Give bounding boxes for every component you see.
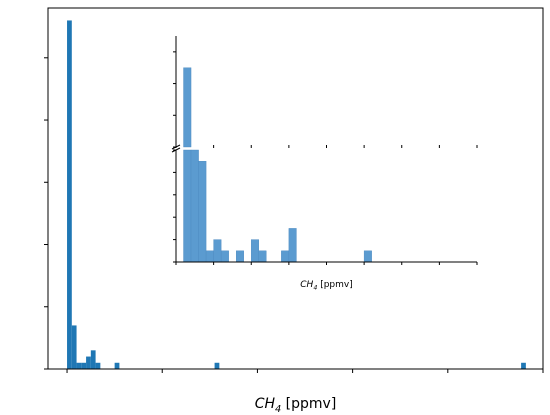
histogram-bar: [220, 250, 229, 263]
histogram-bar: [521, 362, 526, 369]
histogram-bar: [90, 350, 96, 369]
histogram-bar: [363, 250, 372, 263]
histogram-bar: [251, 239, 259, 263]
histogram-bar: [213, 239, 222, 263]
histogram-bar: [81, 362, 87, 369]
histogram-bar: [288, 228, 297, 263]
histogram-bar: [76, 362, 82, 369]
inset-histogram: CH4 [ppmv]: [132, 24, 487, 292]
histogram-bar: [86, 356, 91, 369]
histogram-bar: [258, 250, 267, 263]
main-plot-frame: [47, 7, 544, 370]
histogram-bar: [114, 362, 120, 369]
histogram-bar: [190, 149, 199, 263]
histogram-bar: [235, 250, 244, 263]
histogram-bar: [198, 160, 207, 263]
histogram-bar: [67, 20, 72, 370]
inset-x-axis-label: CH4 [ppmv]: [300, 280, 352, 292]
histogram-bar: [183, 149, 192, 263]
main-histogram: CH4 [ppmv]: [44, 7, 544, 415]
x-axis-label: CH4 [ppmv]: [255, 396, 337, 415]
histogram-bar: [281, 250, 290, 263]
histogram-bar: [214, 362, 220, 369]
histogram-bar: [205, 250, 214, 263]
histogram-bar: [95, 362, 101, 369]
histogram-bar: [71, 325, 77, 369]
histogram-bar: [183, 67, 192, 148]
